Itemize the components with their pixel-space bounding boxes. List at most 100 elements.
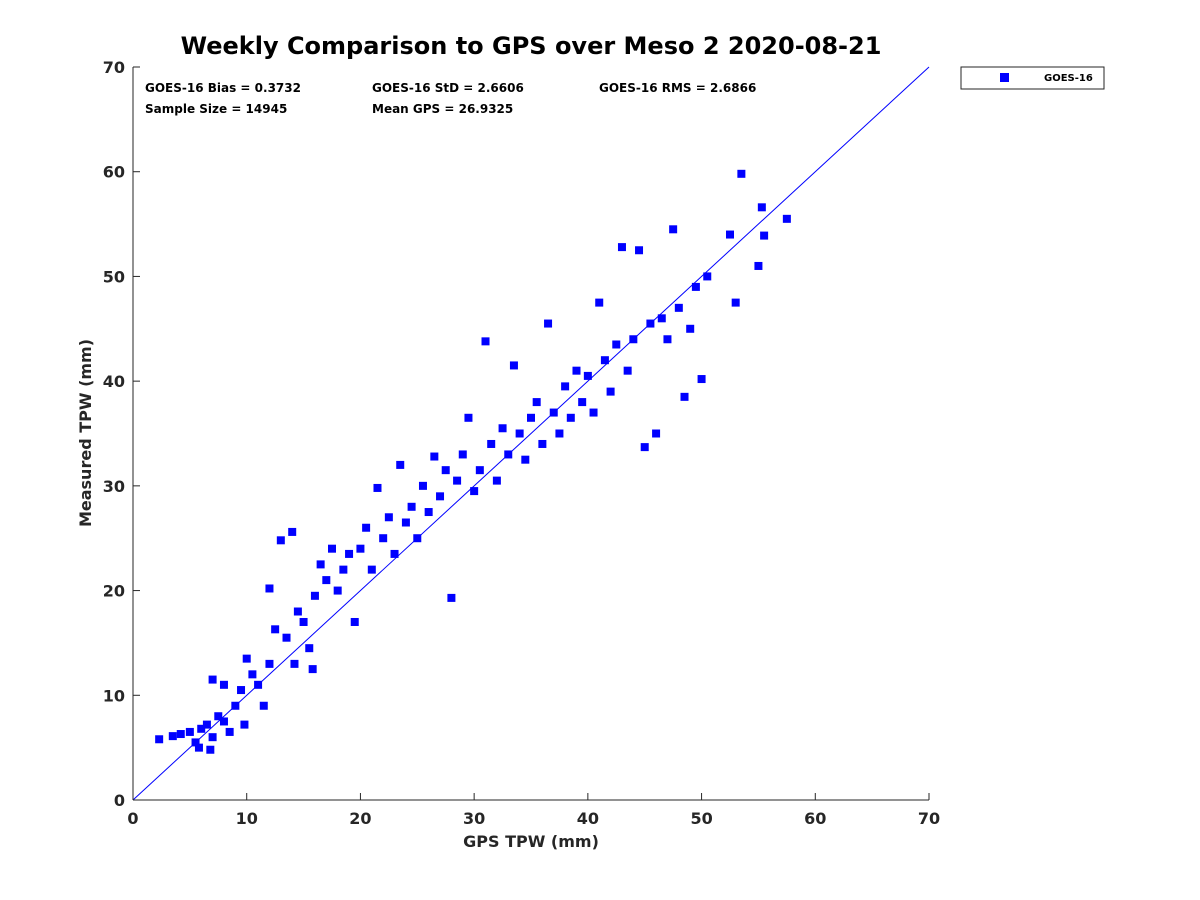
data-point [663,335,672,344]
data-point [282,633,291,642]
data-point [310,591,319,600]
data-point [430,452,439,461]
data-point [640,443,649,452]
data-point [617,243,626,252]
data-point [305,644,314,653]
data-point [401,518,410,527]
data-point [240,720,249,729]
data-point [583,371,592,380]
y-axis-label: Measured TPW (mm) [76,339,95,527]
data-point [606,387,615,396]
data-point [436,492,445,501]
data-point [555,429,564,438]
data-point [737,169,746,178]
data-point [176,730,185,739]
data-point [572,366,581,375]
data-point [339,565,348,574]
data-point [532,398,541,407]
x-tick-label: 40 [577,809,599,828]
data-point [589,408,598,417]
data-point [680,392,689,401]
y-tick-label: 40 [103,372,125,391]
data-point [498,424,507,433]
data-point [453,476,462,485]
data-point [379,534,388,543]
data-point [185,727,194,736]
data-point [254,680,263,689]
data-point [206,745,215,754]
data-point [333,586,342,595]
data-point [600,356,609,365]
data-point [225,727,234,736]
x-axis-label: GPS TPW (mm) [463,832,599,851]
data-point [276,536,285,545]
y-tick-label: 30 [103,477,125,496]
data-point [669,225,678,234]
data-point [561,382,570,391]
data-point [373,483,382,492]
x-tick-label: 60 [804,809,826,828]
data-point [231,701,240,710]
data-point [521,455,530,464]
legend-box [960,66,1105,90]
data-point [481,337,490,346]
stat-std: GOES-16 StD = 2.6606 [372,81,524,95]
data-point [703,272,712,281]
data-point [384,513,393,522]
legend-marker [1000,73,1009,82]
data-point [362,523,371,532]
data-point [194,743,203,752]
data-point [293,607,302,616]
data-point [629,335,638,344]
data-point [259,701,268,710]
data-point [458,450,467,459]
data-point [219,717,228,726]
data-point [328,544,336,553]
data-point [447,593,456,602]
x-tick-label: 30 [463,809,485,828]
data-point [691,282,700,291]
data-point [760,231,769,240]
data-point [237,686,246,695]
data-point [350,617,359,626]
data-point [322,576,331,585]
y-tick-label: 50 [103,267,125,286]
data-point [686,324,695,333]
x-tick-label: 50 [690,809,712,828]
data-point [549,408,558,417]
data-point [674,303,683,312]
data-point [492,476,501,485]
data-point [356,544,365,553]
data-point [782,214,791,223]
data-point [441,466,450,475]
data-point [544,319,553,328]
data-point [413,534,422,543]
y-tick-label: 70 [103,58,125,77]
y-tick-label: 20 [103,582,125,601]
x-tick-label: 0 [127,809,138,828]
data-point [527,413,535,422]
data-point [367,565,376,574]
data-point [515,429,524,438]
data-point [757,203,766,212]
data-point [418,481,427,490]
data-point [623,366,632,375]
data-point [265,584,274,593]
data-point [754,261,763,270]
data-point [208,733,217,742]
data-point [168,732,177,741]
data-point [345,549,354,558]
data-point [657,314,666,323]
y-tick-label: 0 [114,791,125,810]
axis-ticks: 0 10 20 30 40 50 60 70 0 10 20 30 40 50 60 70 [103,58,940,828]
data-point [271,625,280,634]
data-point [407,502,416,511]
data-point [290,659,299,668]
data-point [464,413,473,422]
data-point [396,460,405,469]
stat-bias: GOES-16 Bias = 0.3732 [145,81,301,95]
data-point [595,298,604,307]
data-point [219,680,228,689]
data-point [308,665,317,674]
legend-entry-goes16: GOES-16 [1044,73,1093,84]
